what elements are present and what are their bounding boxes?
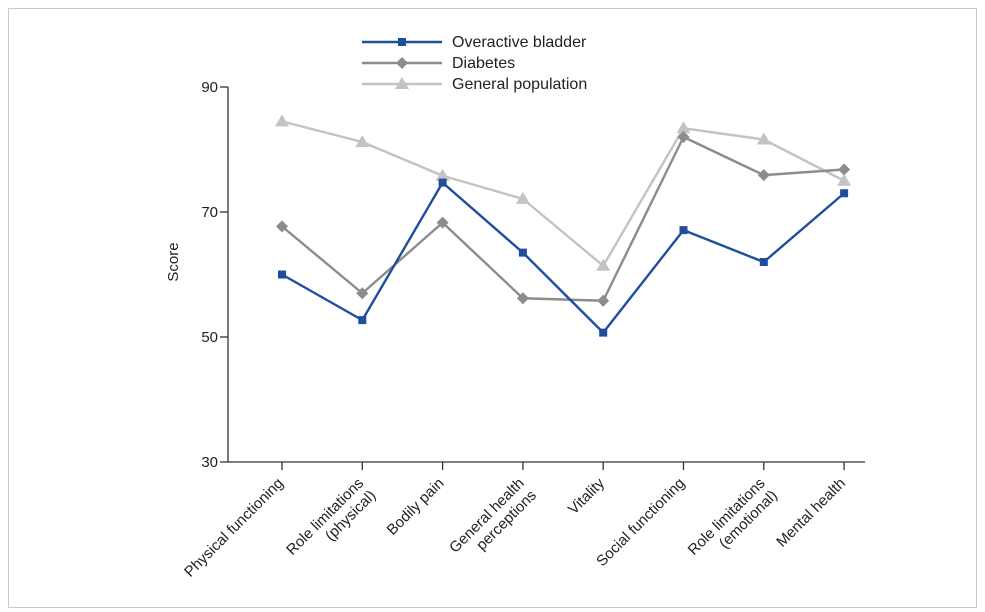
legend-item: General population — [362, 76, 587, 93]
legend-label: Overactive bladder — [452, 34, 587, 51]
legend-label: Diabetes — [452, 55, 515, 72]
y-tick-label: 30 — [201, 454, 218, 471]
series-line — [281, 135, 845, 302]
data-point — [756, 132, 771, 145]
legend-swatch-marker — [396, 57, 408, 69]
data-point — [759, 258, 768, 266]
data-point — [276, 220, 288, 233]
x-tick-label: General healthperceptions — [446, 475, 540, 569]
data-point — [438, 178, 447, 187]
data-point — [436, 216, 449, 229]
data-point — [356, 287, 369, 300]
data-point — [599, 328, 608, 337]
data-point — [676, 121, 691, 134]
x-tick-label: Social functioning — [593, 475, 688, 570]
legend-swatch-marker — [398, 38, 406, 46]
data-point — [596, 258, 611, 271]
x-tick-label: Mental health — [773, 475, 849, 551]
x-tick-label: Role limitations(emotional) — [685, 475, 781, 571]
data-point — [278, 270, 286, 279]
series-diabetes — [276, 131, 851, 307]
data-point — [435, 168, 450, 181]
x-tick-label: Role limitations(physical) — [283, 475, 379, 571]
y-tick-label: 70 — [201, 204, 218, 221]
legend-swatch-marker — [395, 77, 409, 89]
data-point — [837, 173, 852, 186]
legend: Overactive bladder Diabetes General popula… — [362, 34, 587, 93]
y-axis-title: Score — [165, 242, 182, 281]
series-general-population — [275, 114, 852, 271]
x-tick-label: Bodily pain — [384, 475, 448, 539]
x-tick-label: Vitality — [565, 474, 608, 517]
data-point — [597, 294, 610, 307]
legend-item: Diabetes — [362, 55, 515, 72]
figure-frame — [8, 8, 977, 608]
series-line — [281, 120, 845, 267]
x-tick-label: Physical functioning — [181, 475, 287, 581]
y-tick-label: 90 — [201, 79, 218, 96]
legend-label: General population — [452, 76, 587, 93]
series-line — [281, 181, 845, 334]
y-tick-label: 50 — [201, 329, 218, 346]
data-point — [358, 316, 367, 325]
legend-item: Overactive bladder — [362, 34, 587, 51]
data-point — [518, 248, 527, 257]
data-point — [355, 135, 370, 147]
data-point — [838, 163, 851, 176]
series-overactive-bladder — [278, 178, 849, 337]
data-point — [275, 114, 289, 127]
data-point — [677, 131, 690, 143]
data-point — [840, 189, 849, 198]
data-point — [757, 169, 770, 182]
series-layer — [275, 114, 852, 337]
data-point — [679, 226, 688, 235]
data-point — [516, 292, 529, 305]
data-point — [515, 191, 530, 204]
